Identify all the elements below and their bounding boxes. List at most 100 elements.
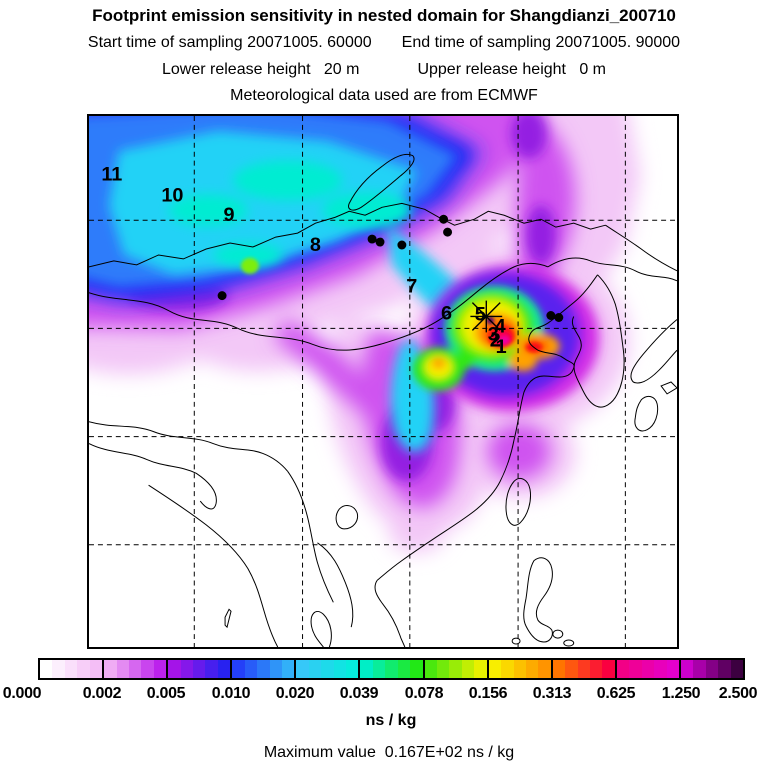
colorbar-tick-label: 0.005 [146, 685, 186, 702]
trajectory-hour-label: 4 [495, 315, 506, 337]
trajectory-hour-label: 6 [441, 302, 452, 324]
upper-release-text: Upper release height 0 m [417, 61, 606, 78]
colorbar-cell [64, 660, 78, 678]
colorbar-cell [360, 660, 373, 678]
colorbar-cell [654, 660, 667, 678]
colorbar-segment [422, 660, 487, 678]
sampling-time-line: Start time of sampling 20071005. 60000 E… [0, 34, 768, 52]
trajectory-hour-label: 7 [406, 276, 417, 298]
colorbar-cell [244, 660, 258, 678]
colorbar-cell [424, 660, 437, 678]
station-dot [554, 313, 564, 322]
colorbar-cell [321, 660, 334, 678]
colorbar-cell [705, 660, 719, 678]
trajectory-hour-label: 11 [101, 164, 122, 186]
latlon-grid [89, 116, 677, 647]
colorbar-cell [666, 660, 679, 678]
colorbar-tick-label: 0.039 [339, 685, 379, 702]
colorbar-unit-label: ns / kg [365, 712, 417, 729]
colorbar-cell [525, 660, 539, 678]
colorbar-cell [616, 660, 630, 678]
colorbar-cell [257, 660, 270, 678]
station-dot [367, 234, 377, 244]
colorbar-cell [436, 660, 450, 678]
colorbar [38, 658, 745, 680]
colorbar-tick-label: 2.500 [718, 685, 758, 702]
colorbar-cell [281, 660, 295, 678]
colorbar-cell [116, 660, 129, 678]
end-time-text: End time of sampling 20071005. 90000 [401, 34, 681, 51]
colorbar-cell [205, 660, 218, 678]
max-value-label: Maximum value 0.167E+02 ns / kg [263, 744, 515, 761]
colorbar-cell [410, 660, 423, 678]
colorbar-tick-label: 0.313 [532, 685, 572, 702]
trajectory-hour-label: 10 [161, 184, 183, 206]
colorbar-cell [308, 660, 322, 678]
colorbar-cell [333, 660, 347, 678]
colorbar-cell [602, 660, 615, 678]
colorbar-segment [294, 660, 359, 678]
colorbar-tick-label: 1.250 [661, 685, 701, 702]
trajectory-hour-label: 9 [224, 204, 235, 226]
station-dot [217, 291, 227, 301]
start-time-text: Start time of sampling 20071005. 60000 [87, 34, 372, 51]
colorbar-cell [77, 660, 90, 678]
colorbar-tick-label: 0.002 [82, 685, 122, 702]
colorbar-cell [141, 660, 154, 678]
lower-release-text: Lower release height 20 m [162, 61, 360, 78]
station-dot [397, 240, 407, 250]
colorbar-cell [501, 660, 514, 678]
colorbar-cell [629, 660, 642, 678]
colorbar-cell [552, 660, 566, 678]
colorbar-cell [730, 660, 744, 678]
plume-green-speck [240, 257, 259, 274]
station-dot [439, 214, 449, 224]
colorbar-cell [232, 660, 245, 678]
colorbar-cell [461, 660, 475, 678]
colorbar-cell [269, 660, 282, 678]
colorbar-cell [693, 660, 706, 678]
colorbar-cell [397, 660, 411, 678]
colorbar-segment [358, 660, 423, 678]
colorbar-cell [641, 660, 655, 678]
colorbar-cell [474, 660, 487, 678]
colorbar-tick-label: 0.625 [596, 685, 636, 702]
colorbar-cell [296, 660, 309, 678]
colorbar-cell [590, 660, 603, 678]
colorbar-tick-label: 0.078 [404, 685, 444, 702]
colorbar-cell [488, 660, 502, 678]
colorbar-cell [385, 660, 398, 678]
colorbar-cell [40, 660, 53, 678]
colorbar-cell [538, 660, 551, 678]
colorbar-tick-label: 0.020 [275, 685, 315, 702]
coastlines-borders [89, 153, 677, 647]
colorbar-ticks: 0.000 0.002 0.005 0.010 0.020 0.039 0.078 0.156… [0, 685, 768, 705]
colorbar-cell [193, 660, 206, 678]
colorbar-segment [486, 660, 551, 678]
colorbar-cell [52, 660, 65, 678]
trajectory-hour-label: 1 [496, 336, 507, 358]
colorbar-cell [346, 660, 359, 678]
colorbar-cell [168, 660, 181, 678]
colorbar-cell [513, 660, 526, 678]
colorbar-cell [680, 660, 694, 678]
colorbar-segment [550, 660, 615, 678]
colorbar-cell [217, 660, 231, 678]
colorbar-segment [230, 660, 295, 678]
colorbar-segment [40, 660, 103, 678]
colorbar-cell [180, 660, 194, 678]
colorbar-cell [449, 660, 462, 678]
colorbar-cell [565, 660, 578, 678]
colorbar-cell [128, 660, 142, 678]
map-frame: 11 10 9 8 7 6 5 4 3 2 1 [87, 114, 679, 649]
release-height-line: Lower release height 20 m Upper release … [0, 61, 768, 79]
colorbar-tick-label: 0.010 [211, 685, 251, 702]
trajectory-hour-label: 8 [310, 234, 321, 256]
title-text: Footprint emission sensitivity in nested… [92, 6, 676, 25]
colorbar-cell [718, 660, 731, 678]
colorbar-cell [577, 660, 591, 678]
colorbar-cell [89, 660, 103, 678]
